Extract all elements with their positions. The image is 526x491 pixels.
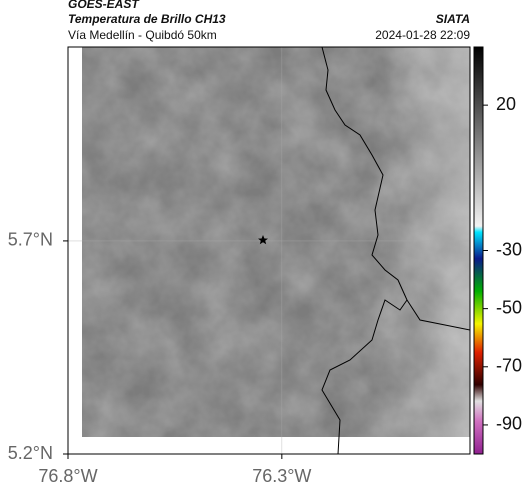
boundary-line xyxy=(321,47,470,454)
satellite-image xyxy=(82,47,470,437)
image-highlight xyxy=(82,47,470,437)
x-tick-label: 76.8°W xyxy=(38,466,97,486)
colorbar-tick-label: -90 xyxy=(496,414,522,434)
colorbar-tick-label: 20 xyxy=(496,94,516,114)
colorbar xyxy=(473,46,484,455)
x-tick-label: 76.3°W xyxy=(252,466,311,486)
y-tick-label: 5.2°N xyxy=(8,443,53,463)
colorbar-tick-label: -30 xyxy=(496,239,522,259)
axis-layer: 76.8°W 76.3°W 5.2°N 5.7°N 20 -30 -50 -70 -90 xyxy=(8,94,522,486)
colorbar-tick-label: -50 xyxy=(496,297,522,317)
y-tick-label: 5.7°N xyxy=(8,230,53,250)
map-frame xyxy=(67,46,471,455)
timestamp: 2024-01-28 22:09 xyxy=(375,28,470,42)
location-star xyxy=(258,235,268,245)
org-label: SIATA xyxy=(436,12,470,26)
title: Temperatura de Brillo CH13 xyxy=(68,12,226,26)
source-label: GOES-EAST xyxy=(68,0,140,11)
colorbar-tick-label: -70 xyxy=(496,356,522,376)
subtitle: Vía Medellín - Quibdó 50km xyxy=(68,28,217,42)
